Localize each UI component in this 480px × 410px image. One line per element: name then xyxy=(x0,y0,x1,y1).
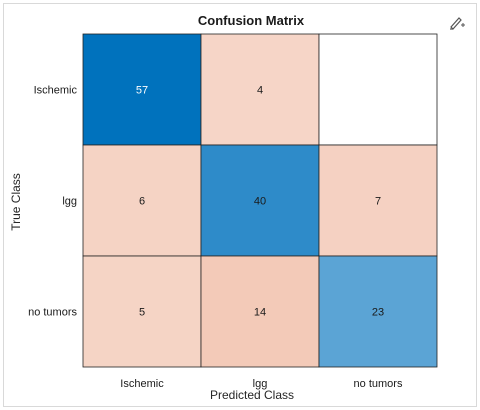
matrix-cell xyxy=(82,255,202,368)
row-tick-label: no tumors xyxy=(28,307,77,319)
cell-value-label: 40 xyxy=(254,196,266,208)
chart-frame: Confusion Matrix 57 4 6 40 7 5 14 23 Ischemic lg… xyxy=(3,3,477,407)
row-tick-label: Ischemic xyxy=(34,85,78,97)
edit-plot-icon[interactable] xyxy=(448,14,466,30)
matrix-cell xyxy=(82,33,202,146)
chart-title: Confusion Matrix xyxy=(198,13,305,28)
matrix-cell xyxy=(318,144,438,257)
column-tick-label: lgg xyxy=(253,378,268,390)
cell-value-label: 23 xyxy=(372,307,384,319)
matrix-cell xyxy=(318,255,438,368)
row-tick-labels: Ischemic lgg no tumors xyxy=(28,85,77,319)
cell-value-label: 4 xyxy=(257,85,263,97)
matrix-cell xyxy=(318,33,438,146)
matrix-cell xyxy=(200,144,320,257)
column-tick-label: Ischemic xyxy=(120,378,164,390)
confusion-matrix-chart: Confusion Matrix 57 4 6 40 7 5 14 23 Ischemic lg… xyxy=(9,13,438,402)
row-tick-label: lgg xyxy=(62,196,77,208)
column-tick-label: no tumors xyxy=(354,378,403,390)
matrix-cells: 57 4 6 40 7 5 14 23 xyxy=(82,33,438,368)
cell-value-label: 14 xyxy=(254,307,266,319)
cell-value-label: 7 xyxy=(375,196,381,208)
cell-value-label: 57 xyxy=(136,85,148,97)
matrix-cell xyxy=(82,144,202,257)
matrix-cell xyxy=(200,255,320,368)
y-axis-label: True Class xyxy=(9,173,23,231)
column-tick-labels: Ischemic lgg no tumors xyxy=(120,378,403,390)
cell-value-label: 5 xyxy=(139,307,145,319)
cell-value-label: 6 xyxy=(139,196,145,208)
matrix-cell xyxy=(200,33,320,146)
x-axis-label: Predicted Class xyxy=(210,388,294,402)
